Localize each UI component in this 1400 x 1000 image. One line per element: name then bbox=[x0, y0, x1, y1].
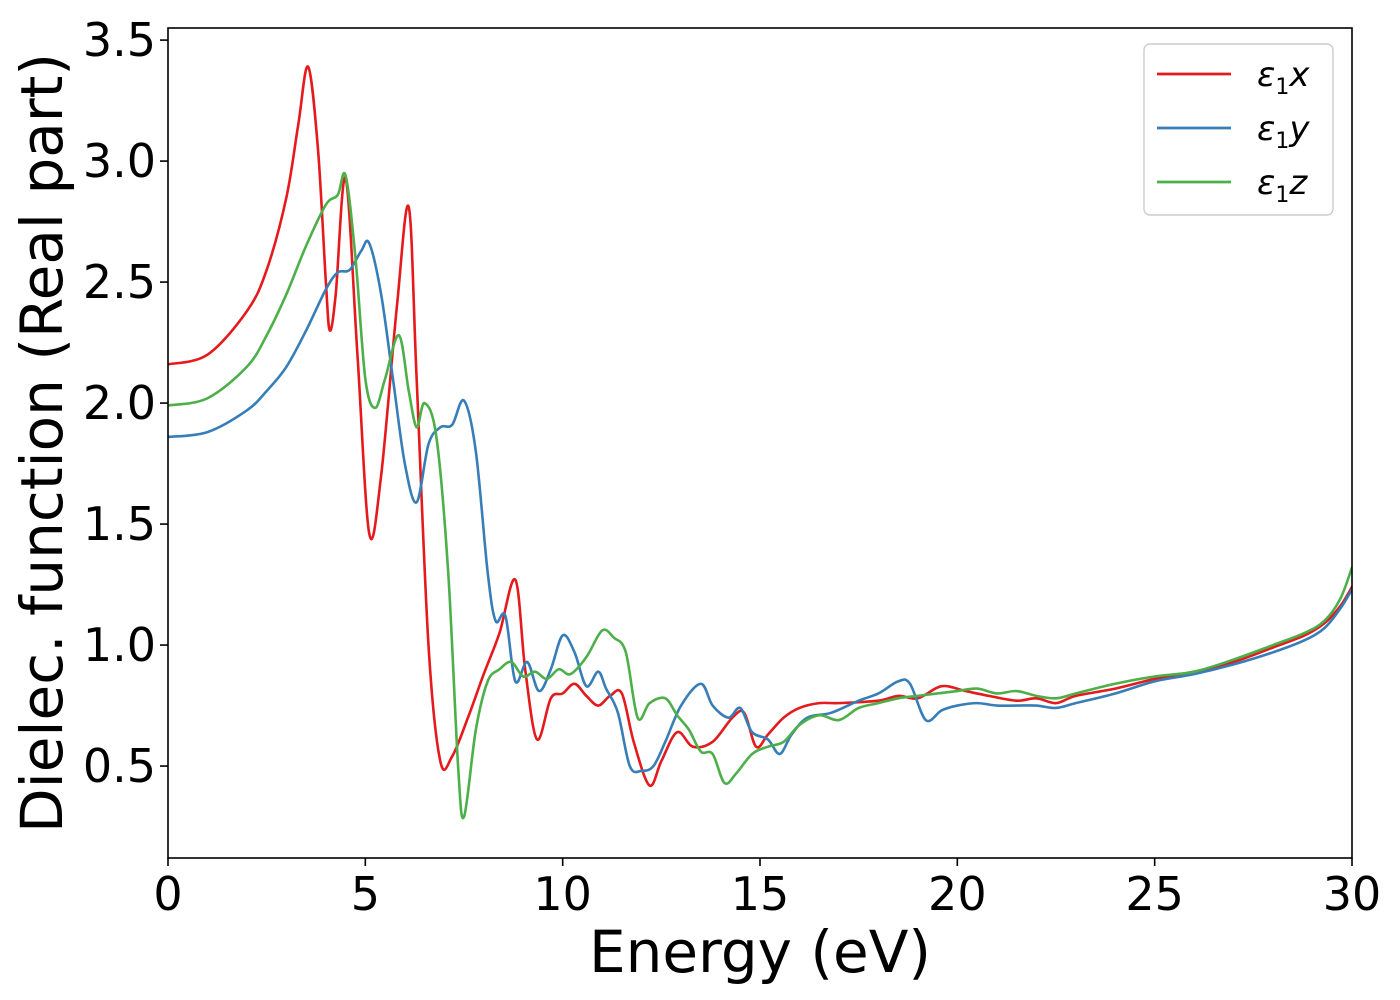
legend-box bbox=[1143, 43, 1334, 216]
x-axis-ticks: 0 5 10 15 20 25 30 bbox=[153, 858, 1381, 921]
y-tick-label: 1.5 bbox=[83, 497, 156, 551]
y-tick-label: 2.0 bbox=[83, 376, 156, 430]
series-line-y bbox=[168, 239, 1352, 774]
y-tick-label: 3.5 bbox=[83, 13, 156, 67]
y-tick-label: 2.5 bbox=[83, 255, 156, 309]
y-tick-label: 0.5 bbox=[83, 739, 156, 793]
x-tick-label: 10 bbox=[533, 867, 592, 921]
x-tick-label: 15 bbox=[731, 867, 790, 921]
series-layer bbox=[168, 65, 1352, 820]
y-tick-label: 3.0 bbox=[83, 134, 156, 188]
y-tick-label: 1.0 bbox=[83, 618, 156, 672]
legend-label-z: ε1z bbox=[1257, 163, 1308, 208]
y-axis-ticks: 0.5 1.0 1.5 2.0 2.5 3.0 3.5 bbox=[83, 13, 168, 793]
x-axis-title: Energy (eV) bbox=[589, 918, 931, 986]
series-line-z bbox=[168, 171, 1352, 820]
legend-label-x: ε1x bbox=[1257, 55, 1310, 100]
x-tick-label: 0 bbox=[153, 867, 182, 921]
y-axis-title: Dielec. function (Real part) bbox=[8, 53, 76, 833]
series-line-x bbox=[168, 65, 1352, 787]
x-tick-label: 30 bbox=[1323, 867, 1382, 921]
x-tick-label: 20 bbox=[928, 867, 987, 921]
x-tick-label: 25 bbox=[1125, 867, 1184, 921]
legend: ε1x ε1y ε1z bbox=[1143, 43, 1334, 216]
legend-label-y: ε1y bbox=[1257, 109, 1310, 154]
x-tick-label: 5 bbox=[351, 867, 380, 921]
